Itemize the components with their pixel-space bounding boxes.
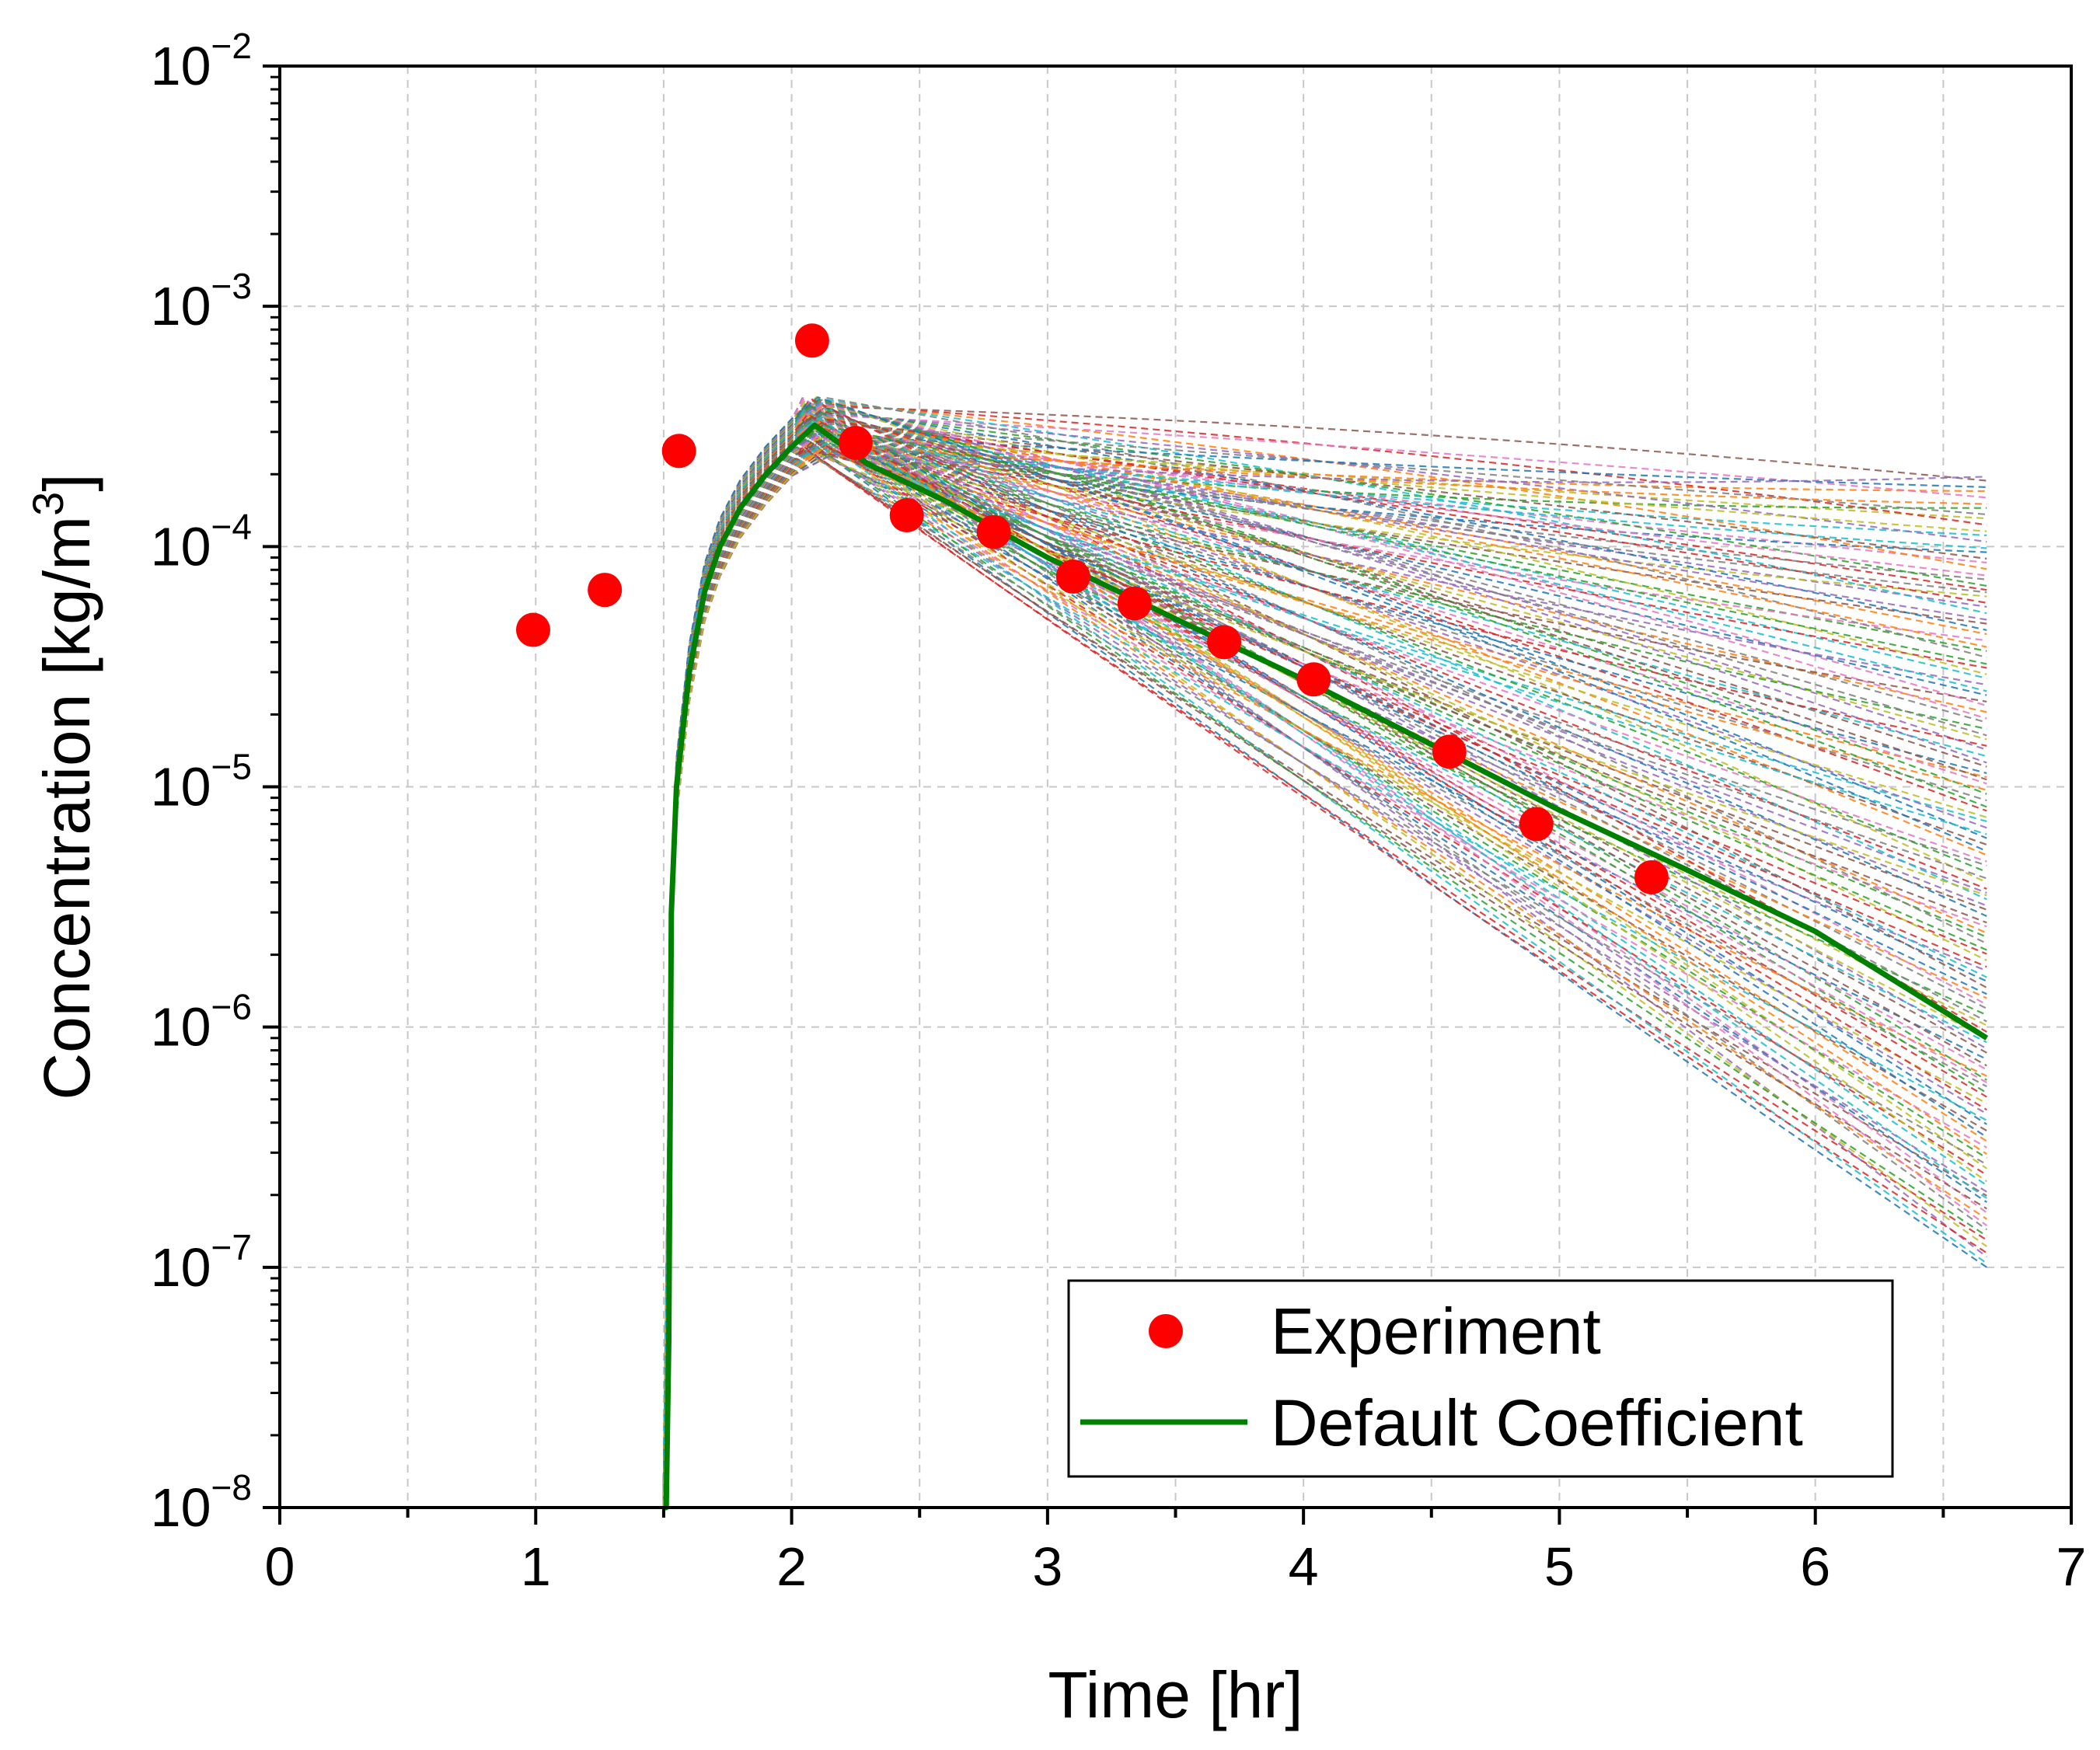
experiment-point [1117, 586, 1152, 621]
experiment-point [588, 573, 623, 608]
experiment-point [1432, 734, 1467, 769]
experiment-point [1055, 559, 1090, 594]
ensemble-line [662, 429, 1987, 1508]
experiment-point [976, 514, 1011, 549]
experiment-point [889, 498, 924, 533]
x-tick-label: 4 [1289, 1536, 1319, 1597]
legend: Experiment Default Coefficient [1067, 1279, 1894, 1478]
ensemble-line [662, 451, 1987, 1508]
experiment-point [1296, 662, 1331, 697]
legend-label-experiment: Experiment [1271, 1295, 1601, 1368]
ensemble-line [662, 452, 1987, 1508]
legend-label-default-coefficient: Default Coefficient [1271, 1386, 1803, 1459]
y-tick-label: 10−3 [151, 266, 252, 336]
axis-ticks [263, 64, 2073, 1525]
ensemble-line [662, 431, 1987, 1508]
y-axis-title-end: ] [30, 473, 103, 491]
ensemble-line [662, 431, 1987, 1508]
ensemble-line [662, 443, 1987, 1508]
y-tick-label: 10−4 [151, 506, 252, 577]
ensemble-line [662, 429, 1987, 1508]
ensemble-line [662, 427, 1987, 1508]
legend-marker-experiment [1149, 1314, 1183, 1348]
x-tick-label: 1 [521, 1536, 551, 1597]
x-tick-label: 5 [1544, 1536, 1575, 1597]
x-tick-label: 0 [265, 1536, 295, 1597]
y-tick-label: 10−2 [151, 26, 252, 96]
x-tick-label: 7 [2056, 1536, 2087, 1597]
experiment-point [794, 323, 829, 358]
ensemble-line [662, 439, 1987, 1508]
experiment-point [661, 434, 696, 469]
x-tick-label: 3 [1032, 1536, 1062, 1597]
experiment-point [515, 612, 550, 647]
experiment-point [1519, 807, 1554, 842]
x-tick-label: 6 [1800, 1536, 1830, 1597]
ensemble-line [662, 408, 1987, 1492]
experiment-point [838, 425, 873, 460]
ensemble-line [662, 440, 1987, 1508]
y-tick-label: 10−7 [151, 1227, 252, 1298]
default-coefficient-line [663, 422, 1989, 1511]
y-tick-label: 10−8 [151, 1467, 252, 1538]
ensemble-line [662, 396, 1987, 1480]
ensemble-line [662, 439, 1987, 1508]
y-axis-title-superscript: 3 [23, 492, 72, 516]
ensemble-line [662, 452, 1987, 1508]
ensemble-line [662, 441, 1987, 1508]
y-tick-label: 10−6 [151, 987, 252, 1058]
data-series [515, 323, 1989, 1511]
y-tick-label: 10−5 [151, 747, 252, 817]
y-tick-labels: 10−8 10−7 10−6 10−5 10−4 10−3 10−2 [151, 26, 252, 1538]
x-tick-labels: 0 1 2 3 4 5 6 7 [265, 1536, 2087, 1597]
experiment-point [1634, 859, 1669, 894]
y-axis-title-base: Concentration [kg/m [30, 516, 103, 1100]
experiment-point [1207, 625, 1242, 660]
ensemble-line [662, 453, 1987, 1508]
y-axis-title: Concentration [kg/m3] [23, 473, 103, 1100]
legend-box [1067, 1279, 1894, 1478]
ensemble-line [662, 453, 1987, 1508]
x-axis-title: Time [hr] [1048, 1658, 1303, 1731]
x-tick-label: 2 [776, 1536, 807, 1597]
